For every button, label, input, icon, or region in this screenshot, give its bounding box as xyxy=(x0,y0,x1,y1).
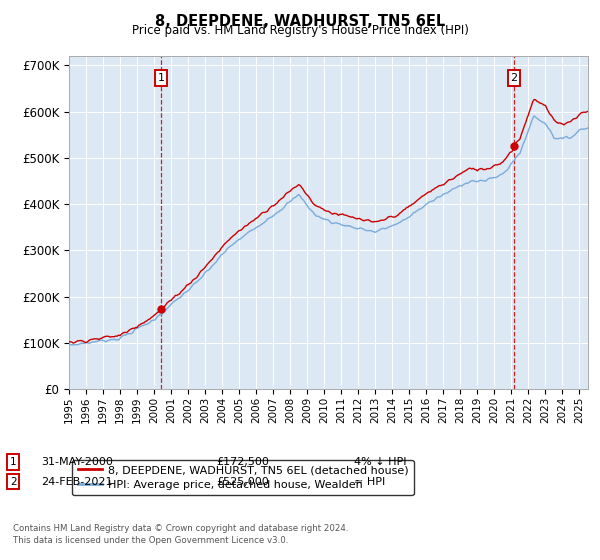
Text: Price paid vs. HM Land Registry's House Price Index (HPI): Price paid vs. HM Land Registry's House … xyxy=(131,24,469,37)
Text: 31-MAY-2000: 31-MAY-2000 xyxy=(41,457,113,467)
Text: 4% ↓ HPI: 4% ↓ HPI xyxy=(354,457,407,467)
Text: £525,000: £525,000 xyxy=(216,477,269,487)
Text: 8, DEEPDENE, WADHURST, TN5 6EL: 8, DEEPDENE, WADHURST, TN5 6EL xyxy=(155,14,445,29)
Text: 2: 2 xyxy=(10,477,17,487)
Legend: 8, DEEPDENE, WADHURST, TN5 6EL (detached house), HPI: Average price, detached ho: 8, DEEPDENE, WADHURST, TN5 6EL (detached… xyxy=(72,460,413,495)
Text: 24-FEB-2021: 24-FEB-2021 xyxy=(41,477,112,487)
Text: 1: 1 xyxy=(158,73,164,83)
Text: Contains HM Land Registry data © Crown copyright and database right 2024.: Contains HM Land Registry data © Crown c… xyxy=(13,524,349,533)
Text: This data is licensed under the Open Government Licence v3.0.: This data is licensed under the Open Gov… xyxy=(13,536,289,545)
Text: 1: 1 xyxy=(10,457,17,467)
Text: ≈ HPI: ≈ HPI xyxy=(354,477,385,487)
Text: 2: 2 xyxy=(511,73,517,83)
Text: £172,500: £172,500 xyxy=(216,457,269,467)
